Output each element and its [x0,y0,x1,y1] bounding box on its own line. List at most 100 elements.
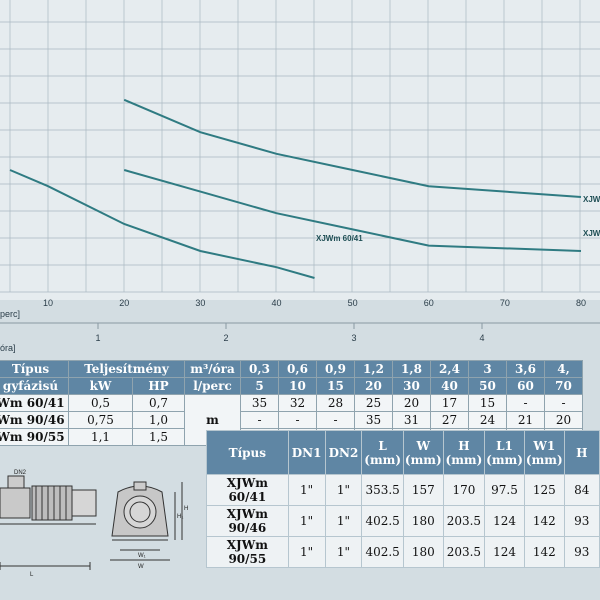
spec-hp-cell: 1,5 [132,428,185,446]
x-unit-label-m3h: óra] [0,343,16,353]
spec-h-lpm-val: 60 [506,377,545,395]
m3h-tick-label: 2 [223,333,228,343]
spec-kw-cell: 1,1 [68,428,133,446]
spec-h-lpm-val: 10 [278,377,317,395]
spec-value-cell: 25 [354,394,393,412]
spec-value-cell: 27 [430,411,469,429]
dim-value-cell: 170 [442,474,486,506]
x-tick-label: 50 [348,298,358,308]
x-tick-label: 60 [424,298,434,308]
m3h-tick-label: 4 [479,333,484,343]
spec-h-flow: 0,3 [240,360,279,378]
spec-value-cell: 17 [430,394,469,412]
spec-h-flow: 3,6 [506,360,545,378]
dim-model-cell: XJWm 90/46 [206,505,289,537]
spec-model-cell: Wm 90/46 [0,411,69,429]
dim-h: DN2 [324,430,363,475]
chart-grid [0,0,600,324]
x-tick-label: 20 [119,298,129,308]
spec-value-cell: 28 [316,394,355,412]
dim-value-cell: 1" [287,536,326,568]
spec-model-cell: Wm 60/41 [0,394,69,412]
dim-value-cell: 1" [324,505,363,537]
spec-value-cell: 32 [278,394,317,412]
dim-value-cell: 1" [324,474,363,506]
chart-ticks: 10 20 30 40 50 60 70 80 1 2 3 4 [43,298,586,343]
spec-h-lpm-val: 20 [354,377,393,395]
x-tick-label: 30 [195,298,205,308]
spec-kw-cell: 0,75 [68,411,133,429]
spec-header-row-2: gyfázisú kW HP l/perc 5 10 15 20 30 40 5… [0,377,583,395]
w1-label: W₁ [138,553,146,559]
spec-value-cell: 35 [354,411,393,429]
dim-value-cell: 1" [324,536,363,568]
spec-kw-cell: 0,5 [68,394,133,412]
dim-value-cell: 142 [523,536,565,568]
dim-model-cell: XJWm 90/55 [206,536,289,568]
spec-value-cell: 31 [392,411,431,429]
spec-h-flow: 4, [544,360,583,378]
spec-h-lpm-val: 15 [316,377,355,395]
curve-label-60-41: XJWm 60/41 [316,234,363,243]
spec-row: Wm 90/46 0,75 1,0- - -35 31 27 24 21 20 [0,411,583,429]
dim-h: DN1 [287,430,326,475]
dim-value-cell: 180 [402,536,444,568]
dim-h: W (mm) [402,430,444,475]
curve-line-2 [123,98,582,198]
spec-h-flow: 2,4 [430,360,469,378]
pump-drawings: DN2 L W₁ W H₁ H [0,470,188,578]
x-tick-label: 10 [43,298,53,308]
spec-model-cell: Wm 90/55 [0,428,69,446]
spec-h-type: Típus [0,360,69,378]
chart-curves [9,98,582,279]
spec-hp-cell: 0,7 [132,394,185,412]
dim-row: XJWm 60/41 1" 1" 353.5 157 170 97.5 125 84 [206,474,600,506]
x-tick-label: 70 [500,298,510,308]
spec-value-cell: 35 [240,394,279,412]
spec-value-cell: - [506,394,545,412]
spec-h-hp: HP [132,377,185,395]
l-label: L [30,572,34,578]
spec-value-cell: - [316,411,355,429]
dim-h: H (mm) [442,430,486,475]
dim-value-cell: 124 [484,505,525,537]
spec-h-lpm-val: 40 [430,377,469,395]
pump-front-view [110,481,183,561]
dim-h: Típus [206,430,289,475]
spec-value-cell: - [278,411,317,429]
spec-value-cell: 20 [392,394,431,412]
spec-h-lpm-val: 50 [468,377,507,395]
x-unit-label-lpm: perc] [0,309,20,319]
h-label: H [184,506,188,512]
spec-value-cell: - [544,394,583,412]
dim-value-cell: 353.5 [361,474,404,506]
dim-value-cell: 402.5 [361,505,404,537]
dn2-label: DN2 [14,470,27,476]
dim-row: XJWm 90/55 1" 1" 402.5 180 203.5 124 142 93 [206,536,600,568]
performance-spec-table: Típus Teljesítmény m³/óra 0,3 0,6 0,9 1,… [0,360,583,446]
spec-h-flow: 1,8 [392,360,431,378]
spec-h-lpm-val: 30 [392,377,431,395]
spec-value-cell: - [240,411,279,429]
spec-h-lpm-val: 70 [544,377,583,395]
curve-line-0 [9,169,315,279]
spec-h-m3h: m³/óra [184,360,241,378]
spec-value-cell: 20 [544,411,583,429]
spec-h-lpm: l/perc [184,377,241,395]
pump-side-view [0,475,97,570]
spec-h-lpm-val: 5 [240,377,279,395]
dim-value-cell: 84 [563,474,600,506]
dim-value-cell: 97.5 [484,474,525,506]
spec-hp-cell: 1,0 [132,411,185,429]
dim-value-cell: 203.5 [442,536,486,568]
dim-value-cell: 93 [563,505,600,537]
w-label: W [138,564,144,570]
dim-h: L1 (mm) [484,430,525,475]
spec-row: Wm 60/41 0,5 0,7 m 35 32 28 25 20 17 15- - [0,394,583,446]
spec-h-kw: kW [68,377,133,395]
spec-header-row-1: Típus Teljesítmény m³/óra 0,3 0,6 0,9 1,… [0,360,583,378]
curve-label-top-right: XJW [583,195,600,204]
dim-value-cell: 1" [287,505,326,537]
dim-value-cell: 402.5 [361,536,404,568]
spec-h-flow: 3 [468,360,507,378]
